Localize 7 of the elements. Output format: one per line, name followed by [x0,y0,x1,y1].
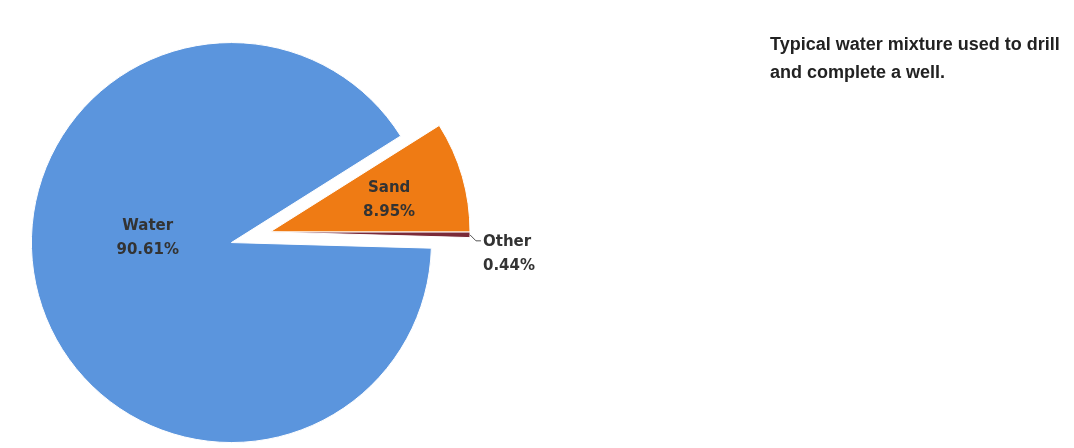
data-label: 90.61% [116,239,179,258]
data-label: 8.95% [363,201,416,220]
slice-label: Water [122,215,174,234]
slice-label: Sand [367,177,411,196]
text: Typical water mixture used to drill and complete a well. [770,34,1060,82]
slice-label: Other [482,231,532,250]
data-label: 0.44% [482,255,536,274]
